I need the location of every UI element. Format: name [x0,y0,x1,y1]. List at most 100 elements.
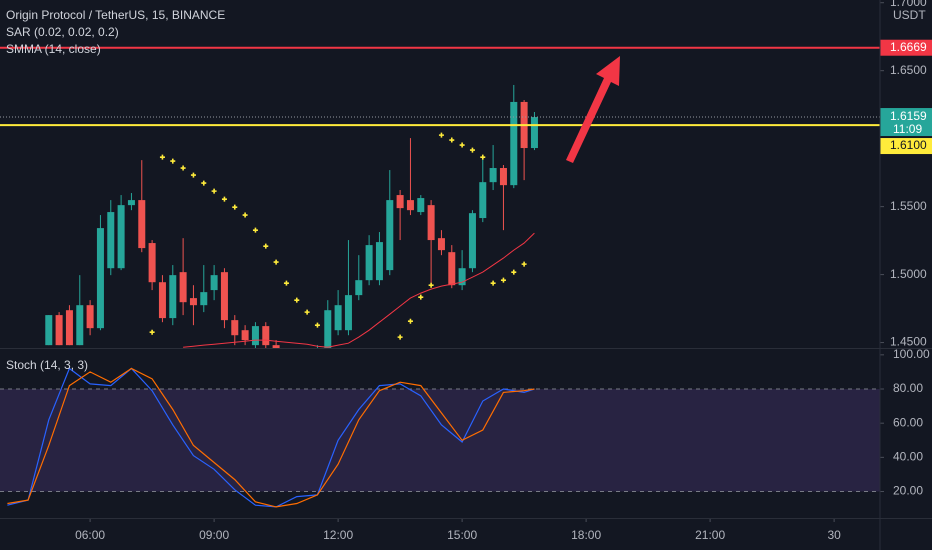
candle-body [334,305,342,331]
sar-dot [407,318,413,324]
candle-body [499,168,507,186]
candle-body [158,282,166,319]
sar-dot [490,280,496,286]
indicator-legend: SMMA (14, close) [6,42,101,56]
y-tick-label: 1.4500 [890,335,927,349]
candle-body [479,182,487,219]
candle-body [96,228,104,329]
sar-dot [449,137,455,143]
x-tick-label: 12:00 [323,528,353,542]
y-tick-label: 1.5000 [890,267,927,281]
sar-dot [180,165,186,171]
stoch-band [0,389,880,492]
candle-body [55,315,63,346]
price-tag-label: 1.6100 [890,138,927,152]
unit-label: USDT [893,8,926,22]
candle-body [231,320,239,336]
sar-dot [263,243,269,249]
candle-body [138,200,146,249]
candle-body [169,275,177,319]
candle-body [355,280,363,296]
candle-body [365,245,373,281]
y-tick-label: 40.00 [893,450,923,464]
candle-body [210,275,218,291]
sar-dot [294,297,300,303]
sar-dot [211,188,217,194]
sar-dot [314,322,320,328]
x-tick-label: 06:00 [75,528,105,542]
indicator-legend: SAR (0.02, 0.02, 0.2) [6,25,119,39]
price-tag-label: 1.6669 [890,40,927,54]
sar-dot [242,212,248,218]
y-tick-label: 60.00 [893,415,923,429]
candle-body [468,213,476,269]
sar-dot [273,259,279,265]
x-tick-label: 30 [827,528,841,542]
y-tick-label: 100.00 [893,347,930,361]
last-price-tag [880,108,932,137]
candle-body [386,200,394,271]
candle-body [448,252,456,286]
sar-dot [480,154,486,160]
sar-dot [201,180,207,186]
candle-body [127,200,135,206]
sar-dot [304,309,310,315]
candle-body [65,310,73,346]
y-tick-label: 1.6500 [890,63,927,77]
sar-dot [190,172,196,178]
sar-dot [397,334,403,340]
sar-dot [511,269,517,275]
sar-dot [232,204,238,210]
y-tick-label: 1.7000 [890,0,927,9]
sar-dot [159,154,165,160]
candle-body [324,310,332,348]
candle-body [489,168,497,183]
sar-dot [469,147,475,153]
candle-body [427,205,435,241]
stoch-line [7,367,535,508]
candle-body [76,305,84,346]
stoch-title: Stoch (14, 3, 3) [6,358,88,372]
x-tick-label: 18:00 [571,528,601,542]
candle-body [510,101,518,186]
sar-dot [438,132,444,138]
candle-body [272,345,280,348]
candle-body [86,305,94,329]
candle-body [375,242,383,281]
price-pane [0,46,880,348]
price-tag [880,39,932,56]
candle-body [200,292,208,306]
candle-body [107,212,115,269]
candle-body [220,272,228,321]
candle-body [344,295,352,331]
candle-body [458,268,466,286]
candle-body [437,238,445,251]
x-tick-label: 15:00 [447,528,477,542]
sar-dot [170,158,176,164]
sar-dot [252,227,258,233]
candle-body [148,243,156,283]
sar-dot [521,261,527,267]
arrow-annotation [566,56,620,163]
stoch-pane [0,367,880,508]
candle-body [45,315,53,346]
candle-body [406,200,414,211]
sar-dot [428,282,434,288]
candle-body [262,326,270,346]
y-tick-label: 1.5500 [890,199,927,213]
candle-body [396,195,404,209]
candle-body [179,272,187,303]
x-tick-label: 21:00 [695,528,725,542]
candle-body [117,205,125,269]
sar-dot [221,196,227,202]
sar-dot [459,142,465,148]
sar-dot [149,329,155,335]
x-tick-label: 09:00 [199,528,229,542]
smma-line [183,232,535,348]
sar-dot [418,294,424,300]
candle-body [189,298,197,306]
price-tag [880,138,932,155]
candle-body [241,330,249,341]
